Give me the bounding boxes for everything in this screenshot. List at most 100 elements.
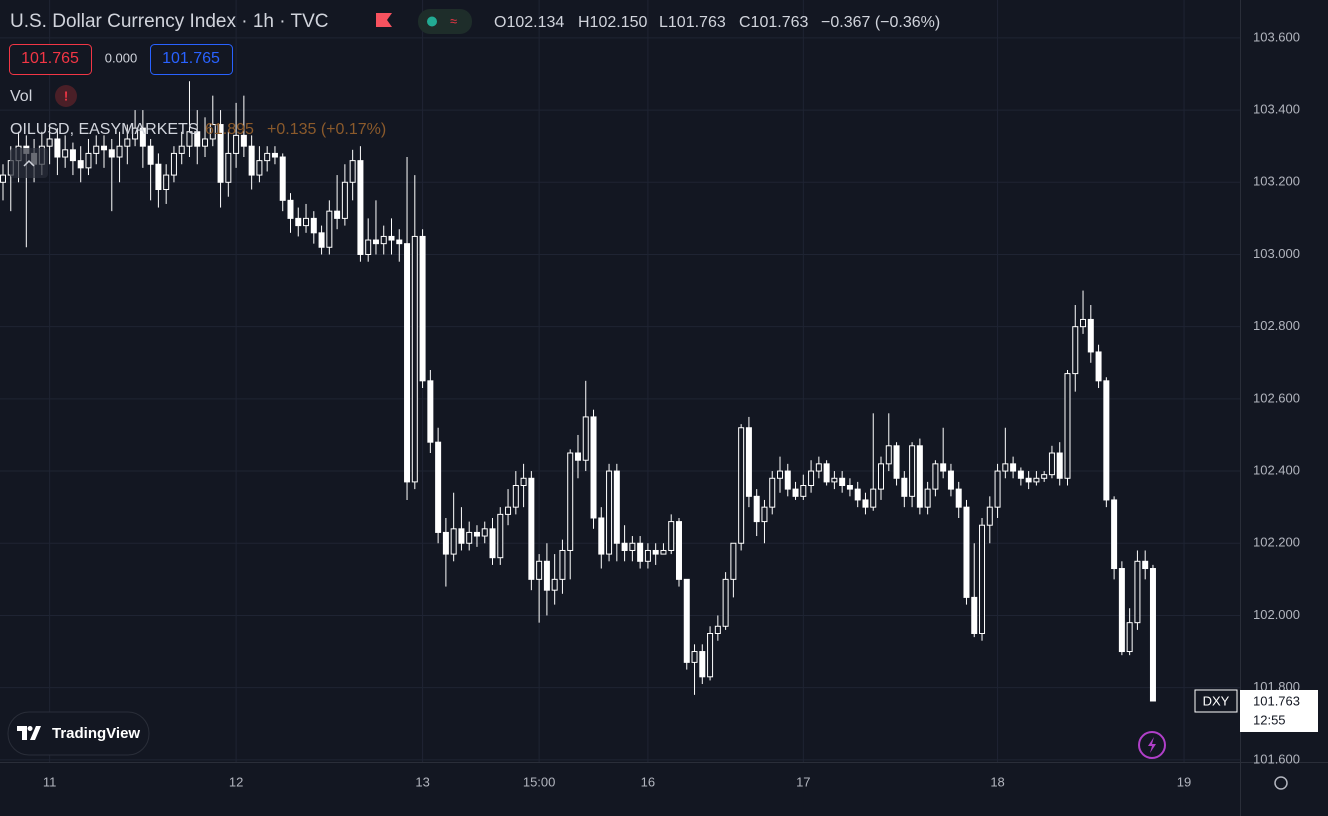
candle-body [1010, 463, 1017, 472]
x-tick-label: 13 [415, 774, 429, 789]
candle-body [481, 528, 488, 537]
candle-body [411, 235, 418, 483]
market-open-dot [427, 16, 437, 27]
candle-body [372, 239, 379, 245]
compare-symbol: OILUSD, EASYMARKETS [10, 121, 199, 138]
candle-body [458, 528, 465, 544]
candle-body [365, 239, 372, 255]
candle-body [815, 463, 822, 472]
candle-body [124, 138, 131, 147]
candle-body [668, 521, 675, 551]
candle-body [388, 235, 395, 241]
candle-body [955, 488, 962, 508]
candle-body [310, 217, 317, 234]
candle-body [139, 127, 146, 147]
bid-price[interactable]: 101.765 [21, 50, 79, 67]
candle-body [582, 416, 589, 461]
alert-bolt [1148, 737, 1156, 753]
candle-body [753, 495, 760, 523]
logo-mark [17, 726, 41, 740]
y-tick-label: 102.200 [1253, 535, 1300, 550]
ask-price[interactable]: 101.765 [162, 50, 220, 67]
candle-body [279, 156, 286, 201]
candle-body [924, 488, 931, 508]
candle-body [1118, 568, 1125, 653]
candle-body [1126, 622, 1133, 653]
candle-body [885, 445, 892, 465]
collapse-button[interactable] [10, 148, 48, 178]
y-tick-label: 103.400 [1253, 102, 1300, 117]
candle-body [1142, 560, 1149, 570]
y-tick-label: 102.400 [1253, 462, 1300, 477]
logo-badge[interactable] [7, 711, 150, 756]
candle-body [590, 416, 597, 519]
candle-body [209, 124, 216, 140]
candle-body [326, 210, 333, 248]
candle-body [862, 499, 869, 508]
candle-body [971, 596, 978, 634]
candle-body [489, 528, 496, 559]
candle-body [745, 427, 752, 497]
settings-icon[interactable] [1274, 776, 1288, 790]
candle-body [1041, 474, 1048, 479]
candle-body [947, 470, 954, 490]
symbol-badge: DXY [1203, 693, 1230, 708]
candle-body [1087, 318, 1094, 353]
candle-body [520, 477, 527, 486]
candle-body [644, 549, 651, 562]
candle-body [1072, 326, 1079, 375]
candle-body [699, 651, 706, 678]
candle-body [1095, 351, 1102, 382]
candle-body [85, 152, 92, 169]
candle-body [435, 441, 442, 533]
candle-body [295, 217, 302, 227]
candle-body [1134, 560, 1141, 624]
candle-body [318, 232, 325, 248]
candle-body [108, 149, 115, 158]
alert-icon[interactable] [1138, 731, 1166, 759]
candle-body [637, 542, 644, 562]
candle-body [823, 463, 830, 483]
warning-icon[interactable] [55, 85, 77, 107]
candle-body [986, 506, 993, 526]
y-tick-label: 103.600 [1253, 29, 1300, 44]
buy-button[interactable] [150, 44, 233, 75]
status-pill[interactable] [418, 9, 472, 34]
candle-body [901, 477, 908, 497]
candle-body [963, 506, 970, 598]
x-tick-label: 17 [796, 774, 810, 789]
candle-body [574, 452, 581, 461]
candle-body [427, 380, 434, 443]
candle-body [551, 578, 558, 591]
plot-area: 101.600101.800102.000102.200102.400102.6… [0, 0, 1300, 789]
candle-body [62, 149, 69, 158]
candle-body [932, 463, 939, 490]
candle-body [792, 488, 799, 497]
candle-body [528, 477, 535, 580]
ohlc-high: H102.150 [578, 14, 647, 31]
x-tick-label: 16 [641, 774, 655, 789]
candle-body [334, 210, 341, 219]
candle-body [1080, 318, 1087, 328]
sell-button[interactable] [9, 44, 92, 75]
candle-body [784, 470, 791, 490]
x-tick-label: 19 [1177, 774, 1191, 789]
candle-body [909, 445, 916, 497]
ohlc-low: L101.763 [659, 14, 726, 31]
candle-body [240, 134, 247, 147]
candle-body [559, 549, 566, 580]
candle-body [714, 625, 721, 634]
candle-body [287, 199, 294, 219]
x-tick-label: 18 [990, 774, 1004, 789]
last-price-box [1240, 689, 1318, 732]
candle-body [543, 560, 550, 591]
collapse-icon [23, 159, 35, 167]
candle-body [1111, 499, 1118, 570]
x-tick-label: 15:00 [523, 774, 556, 789]
candle-body [380, 235, 387, 245]
candle-body [450, 528, 457, 555]
candle-body [512, 484, 519, 508]
candle-body [170, 152, 177, 176]
candle-body [675, 521, 682, 580]
